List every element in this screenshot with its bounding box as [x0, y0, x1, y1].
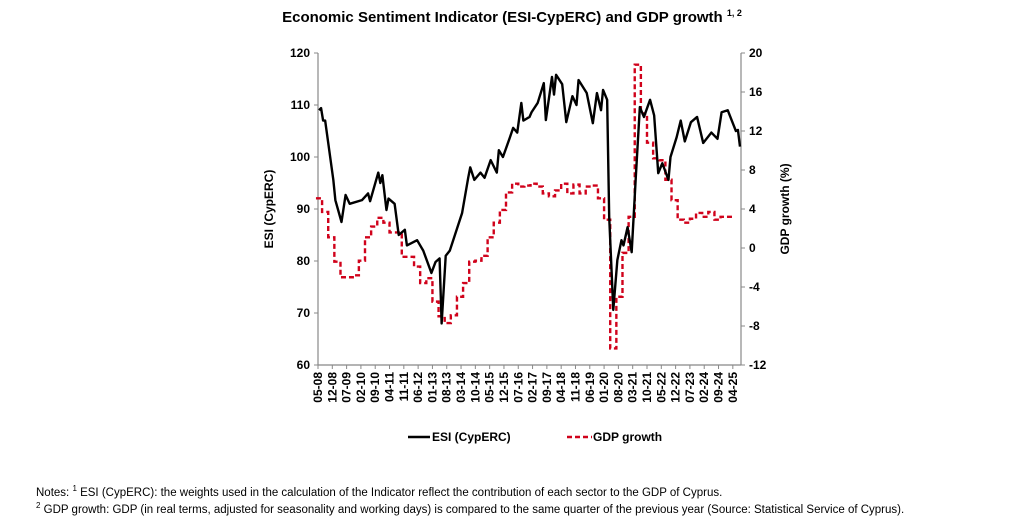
- y-right-axis-label: GDP growth (%): [778, 163, 792, 254]
- x-tick-label: 10-21: [640, 372, 654, 403]
- y-right-tick-label: 4: [749, 202, 756, 216]
- x-tick-label: 09-17: [540, 372, 554, 403]
- y-left-tick-label: 120: [290, 46, 310, 60]
- y-right-tick-label: -4: [749, 280, 760, 294]
- x-tick-label: 10-14: [468, 372, 482, 403]
- y-right-tick-label: 12: [749, 124, 763, 138]
- x-tick-label: 07-09: [340, 372, 354, 403]
- x-tick-label: 09-10: [368, 372, 382, 403]
- legend-esi-label: ESI (CypERC): [432, 430, 511, 444]
- x-tick-label: 12-15: [497, 372, 511, 403]
- x-tick-label: 02-24: [697, 372, 711, 403]
- y-right-tick-label: 20: [749, 46, 763, 60]
- x-tick-label: 03-14: [454, 372, 468, 403]
- y-right-tick-label: 8: [749, 163, 756, 177]
- note-1-text: ESI (CypERC): the weights used in the ca…: [76, 486, 723, 499]
- x-tick-label: 08-20: [611, 372, 625, 403]
- x-tick-label: 03-21: [626, 372, 640, 403]
- y-left-tick-label: 110: [291, 98, 311, 112]
- y-left-tick-label: 70: [297, 306, 311, 320]
- note-1: Notes: 1 ESI (CypERC): the weights used …: [36, 484, 722, 499]
- y-right-tick-label: 16: [749, 85, 763, 99]
- y-left-tick-label: 80: [297, 254, 311, 268]
- x-tick-label: 01-13: [425, 372, 439, 403]
- y-left-tick-label: 90: [297, 202, 311, 216]
- note-2-mark: 2: [36, 501, 41, 510]
- x-tick-label: 07-16: [511, 372, 525, 403]
- y-left-tick-label: 60: [297, 358, 311, 372]
- y-right-tick-label: -12: [749, 358, 767, 372]
- x-tick-label: 04-25: [726, 372, 740, 403]
- notes-prefix: Notes:: [36, 486, 73, 499]
- x-tick-label: 04-11: [383, 372, 397, 402]
- x-tick-label: 11-11: [397, 372, 411, 402]
- series: [315, 63, 742, 350]
- esi-line: [318, 73, 742, 325]
- legend-gdp-label: GDP growth: [593, 430, 662, 444]
- gdp-growth-line: [315, 63, 733, 350]
- note-2: 2 GDP growth: GDP (in real terms, adjust…: [36, 501, 904, 516]
- x-tick-label: 12-22: [669, 372, 683, 403]
- y-right-tick-label: -8: [749, 319, 760, 333]
- chart-title: Economic Sentiment Indicator (ESI-CypERC…: [0, 8, 1024, 26]
- x-tick-label: 05-22: [654, 372, 668, 403]
- x-tick-label: 11-18: [568, 372, 582, 402]
- title-superscript: 1, 2: [726, 8, 742, 18]
- y-right-tick-label: 0: [749, 241, 756, 255]
- x-tick-label: 09-24: [712, 372, 726, 403]
- x-tick-label: 07-23: [683, 372, 697, 403]
- x-tick-label: 01-20: [597, 372, 611, 403]
- x-tick-label: 04-18: [554, 372, 568, 403]
- note-2-text: GDP growth: GDP (in real terms, adjusted…: [40, 503, 905, 516]
- x-tick-label: 12-08: [325, 372, 339, 403]
- chart-title-text: Economic Sentiment Indicator (ESI-CypERC…: [282, 9, 723, 26]
- x-tick-label: 08-13: [440, 372, 454, 403]
- x-tick-label: 05-15: [483, 372, 497, 403]
- x-tick-label: 02-10: [354, 372, 368, 403]
- x-tick-label: 06-19: [583, 372, 597, 403]
- note-1-mark: 1: [72, 484, 77, 493]
- legend: ESI (CypERC) GDP growth: [408, 430, 662, 444]
- x-tick-label: 05-08: [311, 372, 325, 403]
- x-tick-label: 06-12: [411, 372, 425, 403]
- y-left-axis-label: ESI (CypERC): [262, 170, 276, 249]
- y-left-tick-label: 100: [290, 150, 310, 164]
- x-tick-label: 02-17: [526, 372, 540, 403]
